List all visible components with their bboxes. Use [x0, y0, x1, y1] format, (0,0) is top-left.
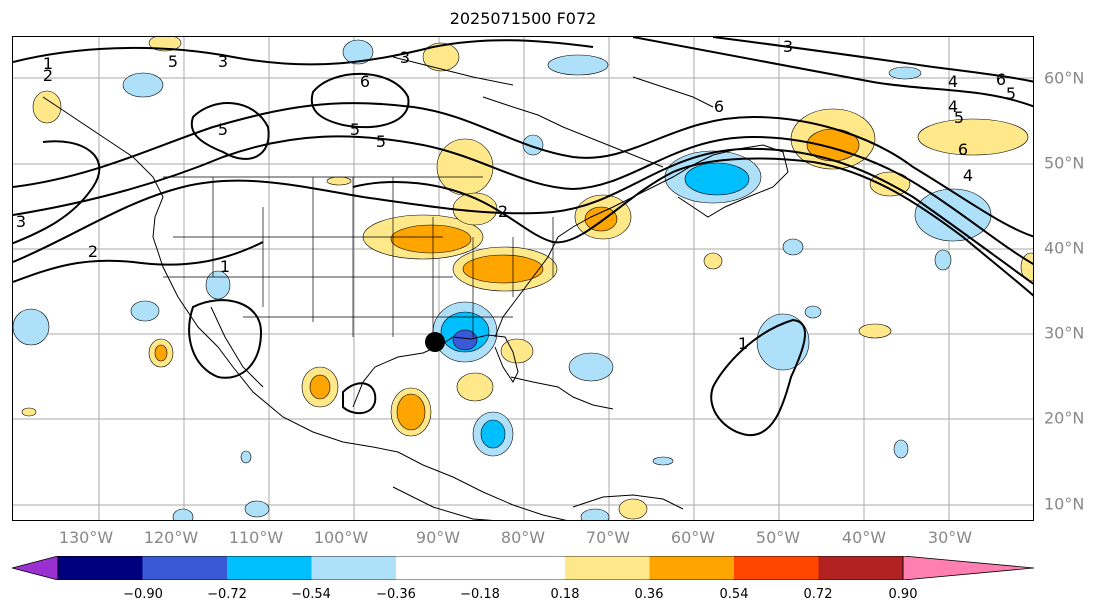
- lat-label: 30°N: [1044, 323, 1085, 343]
- contour-label: 6: [958, 140, 968, 159]
- lon-label: 120°W: [143, 528, 199, 547]
- contour-label: 6: [996, 70, 1006, 89]
- colorbar-tick: 0.90: [888, 587, 918, 602]
- colorbar-bin: [227, 556, 312, 580]
- colorbar-tick: −0.54: [291, 587, 331, 602]
- lon-label: 90°W: [415, 528, 461, 547]
- contour-label: 6: [360, 72, 370, 91]
- contour-label: 5: [218, 120, 228, 139]
- colorbar-tick: 0.18: [550, 587, 580, 602]
- colorbar-tick: 0.72: [803, 587, 833, 602]
- state-borders: [163, 176, 554, 337]
- lon-label: 100°W: [313, 528, 369, 547]
- colorbar-tick: −0.18: [460, 587, 500, 602]
- contour-label: 2: [498, 202, 508, 221]
- contour-label: 2: [88, 242, 98, 261]
- contour-label: 5: [350, 120, 360, 139]
- colorbar: [12, 556, 1035, 580]
- contour-label: 5: [168, 52, 178, 71]
- contour-label: 1: [220, 257, 230, 276]
- colorbar-bin: [142, 556, 227, 580]
- colorbar-bin: [734, 556, 819, 580]
- contour-label: 4: [948, 97, 958, 116]
- lat-label: 20°N: [1044, 408, 1085, 428]
- lon-label: 80°W: [500, 528, 546, 547]
- lon-label: 110°W: [228, 528, 284, 547]
- colorbar-tick: 0.54: [719, 587, 749, 602]
- lon-label: 30°W: [927, 528, 973, 547]
- map-panel[interactable]: 1 2 5 5 3 5 6 5 6 3 4 6 5 4 5 6 4 3 3 2 …: [12, 36, 1034, 521]
- colorbar-bin: [311, 556, 396, 580]
- map-canvas: 1 2 5 5 3 5 6 5 6 3 4 6 5 4 5 6 4 3 3 2 …: [13, 37, 1033, 520]
- contour-label: 3: [16, 212, 26, 231]
- contour-label: 4: [963, 166, 973, 185]
- contour-label: 6: [714, 97, 724, 116]
- contour-label: 3: [218, 52, 228, 71]
- colorbar-tick: −0.72: [207, 587, 247, 602]
- lon-label: 70°W: [585, 528, 631, 547]
- height-contours: [13, 37, 1033, 437]
- storm-center-marker: [425, 332, 445, 352]
- contour-label: 5: [954, 108, 964, 127]
- colorbar-bin: [396, 556, 565, 580]
- contour-label: 1: [738, 334, 748, 353]
- colorbar-tick: −0.90: [123, 587, 163, 602]
- colorbar-tick: −0.36: [376, 587, 416, 602]
- contour-labels: 1 2 5 5 3 5 6 5 6 3 4 6 5 4 5 6 4 3 3 2 …: [16, 37, 1016, 353]
- colorbar-over-arrow: [902, 556, 1035, 580]
- map-title: 2025071500 F072: [449, 9, 597, 28]
- colorbar-under-arrow: [12, 556, 59, 580]
- colorbar-bin: [649, 556, 734, 580]
- contour-label: 5: [376, 132, 386, 151]
- lon-label: 40°W: [841, 528, 887, 547]
- contour-label: 5: [1006, 84, 1016, 103]
- lon-label: 130°W: [58, 528, 114, 547]
- colorbar-bin: [58, 556, 143, 580]
- lat-label: 50°N: [1044, 153, 1085, 173]
- contour-label: 1: [43, 54, 53, 73]
- colorbar-tick: 0.36: [634, 587, 664, 602]
- coastlines: [42, 56, 789, 520]
- lat-label: 10°N: [1044, 494, 1085, 514]
- contour-label: 4: [948, 72, 958, 91]
- lat-label: 40°N: [1044, 238, 1085, 258]
- colorbar-bin: [565, 556, 650, 580]
- lon-label: 50°W: [755, 528, 801, 547]
- contour-label: 3: [400, 48, 410, 67]
- contour-label: 2: [43, 66, 53, 85]
- lon-label: 60°W: [670, 528, 716, 547]
- contour-label: 3: [783, 37, 793, 56]
- colorbar-bin: [818, 556, 903, 580]
- lat-label: 60°N: [1044, 68, 1085, 88]
